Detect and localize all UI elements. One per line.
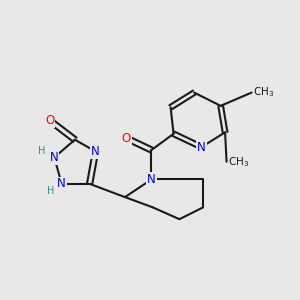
Text: N: N [57, 177, 66, 190]
Text: H: H [38, 146, 46, 157]
Text: H: H [47, 186, 54, 196]
Text: N: N [50, 151, 59, 164]
Text: N: N [147, 173, 156, 186]
Text: CH$_3$: CH$_3$ [228, 155, 249, 169]
Text: N: N [197, 141, 206, 154]
Text: O: O [45, 114, 55, 127]
Text: O: O [122, 132, 131, 145]
Text: CH$_3$: CH$_3$ [253, 86, 274, 100]
Text: N: N [91, 145, 100, 158]
